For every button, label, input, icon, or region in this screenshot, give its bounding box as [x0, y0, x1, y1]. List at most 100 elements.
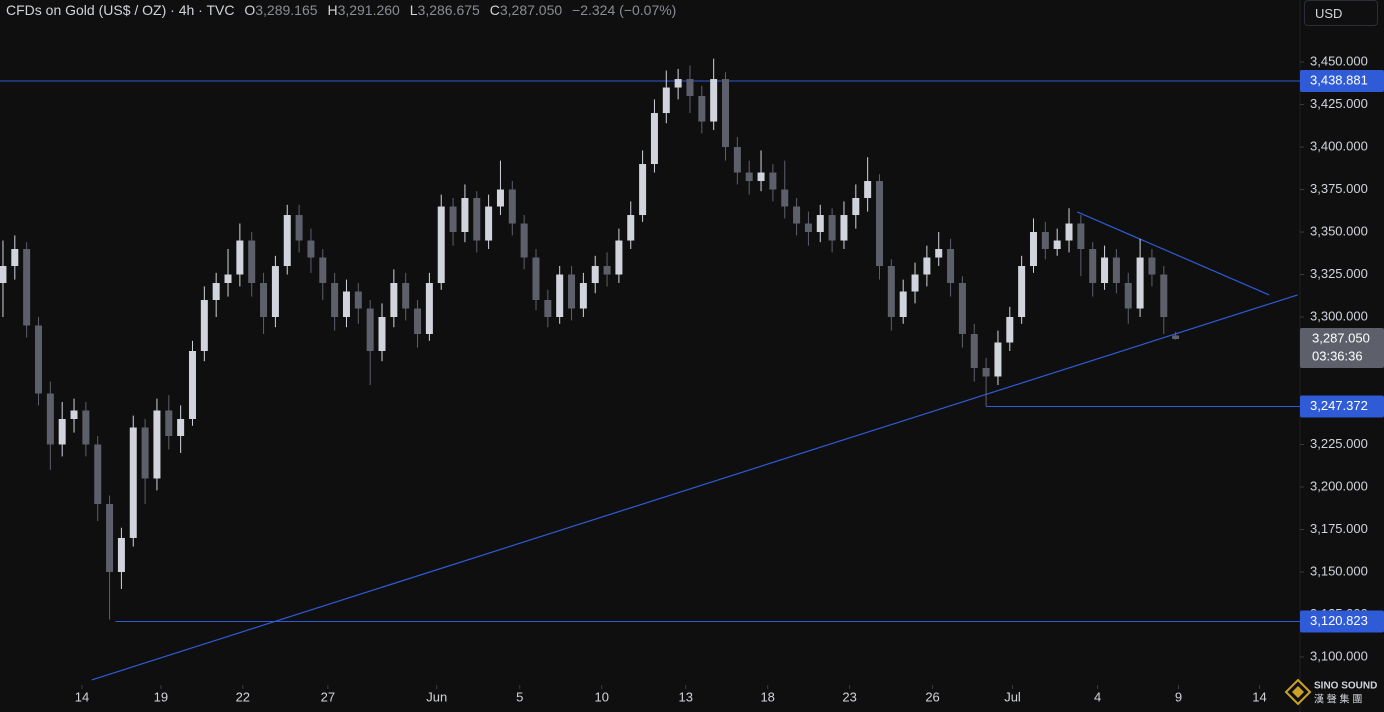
candle-body: [34, 325, 42, 394]
candle-body: [769, 172, 777, 190]
x-tick-label: 27: [321, 689, 335, 704]
price-label-box: [1300, 69, 1384, 92]
candle-body: [781, 189, 789, 207]
candle-body: [1018, 266, 1026, 318]
candle-body: [568, 274, 576, 309]
candle-body: [1065, 223, 1073, 241]
symbol-header: CFDs on Gold (US$ / OZ) · 4h · TVC O3,28…: [6, 2, 676, 18]
candle-body: [686, 79, 694, 97]
candle-body: [793, 206, 801, 224]
price-label-box: [1300, 610, 1384, 633]
candle-body: [639, 164, 647, 216]
currency-button[interactable]: USD: [1304, 0, 1378, 26]
candle-body: [260, 283, 268, 318]
y-tick-label: 3,425.000: [1310, 96, 1368, 111]
ohlc-value: 3,289.165: [255, 2, 318, 18]
ohlc-key: O: [244, 2, 256, 18]
candle-body: [402, 283, 410, 309]
y-tick-label: 3,450.000: [1310, 53, 1368, 68]
y-tick-label: 3,350.000: [1310, 223, 1368, 238]
candle-body: [923, 257, 931, 275]
x-tick-label: 9: [1175, 689, 1182, 704]
ohlc-value: 3,286.675: [417, 2, 480, 18]
x-tick-label: 19: [154, 689, 168, 704]
candle-body: [331, 283, 339, 318]
price-label-box: [1300, 395, 1384, 418]
candle-body: [390, 283, 398, 318]
ohlc-value: 3,287.050: [499, 2, 563, 18]
candle-body: [710, 79, 718, 122]
candle-body: [342, 291, 350, 318]
candle-body: [698, 96, 706, 122]
price-label: 3,120.823: [1310, 613, 1368, 628]
candle-body: [674, 79, 682, 88]
watermark-text: 漢 聲 集 團: [1314, 693, 1362, 706]
candle-body: [1160, 274, 1168, 318]
trendline: [91, 294, 1298, 681]
price-label: 3,247.372: [1310, 398, 1368, 413]
candle-body: [1124, 283, 1132, 309]
candle-body: [911, 274, 919, 292]
candle-body: [1041, 232, 1049, 250]
x-tick-label: 13: [678, 689, 692, 704]
candle-body: [23, 249, 31, 326]
candle-body: [414, 308, 422, 335]
y-tick-label: 3,400.000: [1310, 138, 1368, 153]
candle-body: [1136, 257, 1144, 309]
x-tick-label: 14: [1252, 689, 1266, 704]
watermark-text: SINO SOUND: [1314, 681, 1377, 692]
countdown-label: 03:36:36: [1312, 348, 1363, 363]
change: −2.324 (−0.07%): [572, 2, 677, 18]
candle-body: [947, 249, 955, 284]
x-tick-label: Jul: [1004, 689, 1021, 704]
candle-body: [899, 291, 907, 318]
candle-body: [307, 240, 315, 258]
candle-body: [579, 283, 587, 309]
candle-body: [603, 266, 611, 275]
candle-body: [354, 291, 362, 309]
x-tick-label: 14: [75, 689, 89, 704]
candle-body: [283, 215, 291, 267]
symbol-title: CFDs on Gold (US$ / OZ) · 4h · TVC: [6, 2, 235, 18]
x-tick-label: 22: [236, 689, 250, 704]
candle-body: [887, 266, 895, 318]
candle-body: [982, 367, 990, 377]
candle-body: [496, 189, 504, 207]
candle-body: [188, 350, 196, 419]
candle-body: [141, 427, 149, 479]
candle-body: [366, 308, 374, 351]
candle-body: [508, 189, 516, 224]
candle-body: [875, 181, 883, 267]
x-tick-label: 23: [842, 689, 856, 704]
candle-body: [0, 266, 7, 284]
candle-body: [94, 444, 102, 504]
candle-body: [11, 249, 19, 267]
candle-body: [615, 240, 623, 275]
candle-body: [165, 410, 173, 436]
candle-body: [840, 215, 848, 241]
y-tick-label: 3,200.000: [1310, 478, 1368, 493]
candle-body: [319, 257, 327, 284]
x-tick-label: 26: [925, 689, 939, 704]
candle-body: [650, 113, 658, 165]
candle-body: [425, 283, 433, 335]
candle-body: [662, 87, 670, 114]
candle-body: [556, 274, 564, 318]
candle-body: [46, 393, 54, 445]
candle-body: [473, 198, 481, 241]
candle-body: [994, 342, 1002, 377]
last-price-label: 3,287.050: [1312, 330, 1370, 345]
candle-body: [970, 334, 978, 368]
x-tick-label: 10: [594, 689, 608, 704]
y-tick-label: 3,225.000: [1310, 436, 1368, 451]
x-tick-label: 18: [760, 689, 774, 704]
ohlc-key: H: [327, 2, 338, 18]
candle-body: [1101, 257, 1109, 284]
y-tick-label: 3,325.000: [1310, 266, 1368, 281]
candle-body: [828, 215, 836, 241]
candle-body: [591, 266, 599, 284]
candle-body: [153, 410, 161, 479]
candle-body: [520, 223, 528, 258]
watermark-logo: [1284, 678, 1312, 706]
